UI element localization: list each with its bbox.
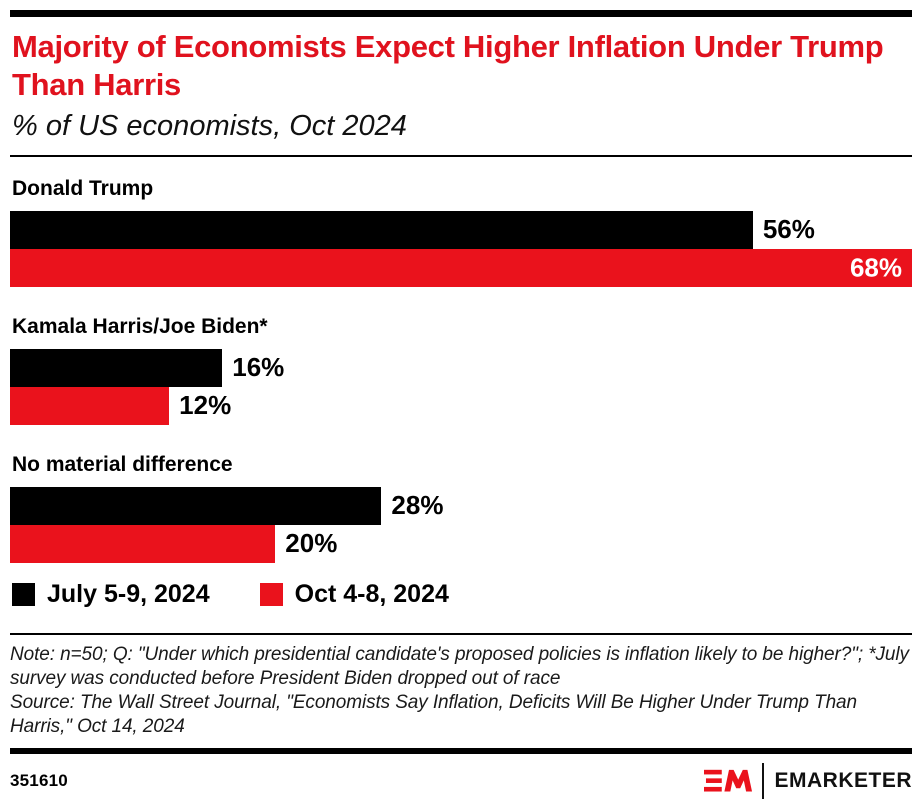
bar-group-donald-trump: Donald Trump 56% 68% [10,177,912,287]
legend-item-oct: Oct 4-8, 2024 [259,580,449,609]
category-label: No material difference [12,452,233,476]
bar-value-label: 20% [285,528,338,559]
source-text: Source: The Wall Street Journal, "Econom… [10,691,857,737]
chart-title: Majority of Economists Expect Higher Inf… [12,29,884,102]
bar-oct-trump: 68% [10,248,912,287]
bar-value-label: 68% [849,252,902,283]
em-logomark-icon [704,769,753,792]
bar-group-no-difference: No material difference 28% 20% [10,453,912,563]
legend-swatch-black [12,583,35,607]
legend-swatch-red [259,583,283,607]
bar-row: 20% [10,524,912,563]
bar-value-label: 12% [179,390,232,421]
bar-value-label: 16% [232,352,285,383]
top-rule-bar [10,10,912,17]
bar-group-harris-biden: Kamala Harris/Joe Biden* 16% 12% [10,315,912,425]
bar-july-trump [10,210,753,249]
category-label: Donald Trump [12,176,154,200]
legend-label: Oct 4-8, 2024 [294,580,449,609]
bar-july-nodiff [10,486,382,525]
emarketer-logo: EMARKETER [704,763,912,800]
bar-value-label: 28% [391,490,444,521]
bar-row: 56% [10,210,912,249]
brand-name: EMARKETER [774,769,912,793]
footer: 351610 EMARKETER [10,762,912,800]
category-label: Kamala Harris/Joe Biden* [12,314,268,338]
bar-row: 16% [10,348,912,387]
bar-row: 12% [10,386,912,425]
notes-block: Note: n=50; Q: "Under which presidential… [10,643,912,740]
header-divider [10,154,912,157]
legend: July 5-9, 2024 Oct 4-8, 2024 [12,580,912,609]
chart-subtitle: % of US economists, Oct 2024 [12,109,407,142]
bar-oct-harris [10,386,170,425]
bar-value-label: 56% [762,214,815,245]
logo-divider [762,763,765,800]
notes-divider [10,632,912,635]
note-text: Note: n=50; Q: "Under which presidential… [10,643,909,689]
bar-oct-nodiff [10,524,276,563]
bar-row: 28% [10,486,912,525]
chart-page: Majority of Economists Expect Higher Inf… [0,10,922,800]
legend-item-july: July 5-9, 2024 [12,580,210,609]
chart-id: 351610 [10,771,68,791]
legend-label: July 5-9, 2024 [47,580,210,609]
bar-july-harris [10,348,223,387]
bar-row: 68% [10,248,912,287]
bottom-rule-bar [10,748,912,755]
